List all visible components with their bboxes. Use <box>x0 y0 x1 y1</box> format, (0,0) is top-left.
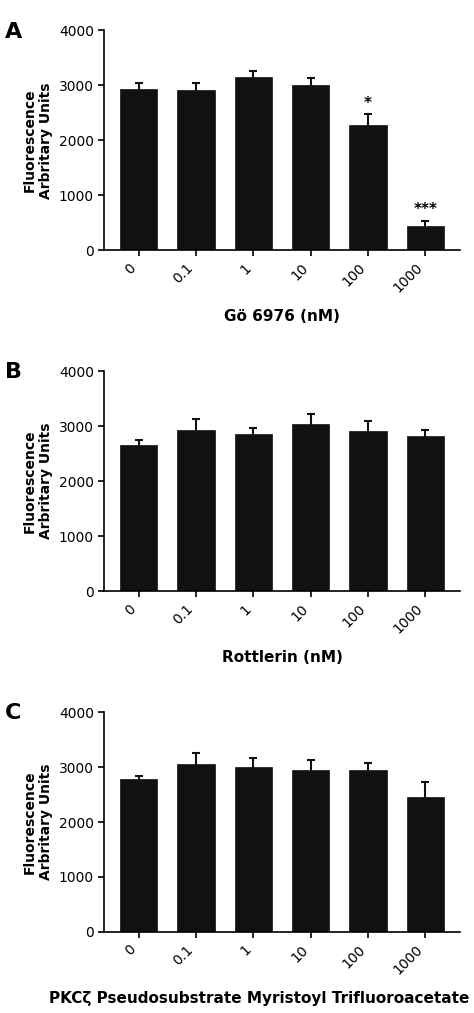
X-axis label: Gö 6976 (nM): Gö 6976 (nM) <box>224 309 340 324</box>
Text: *: * <box>364 95 372 110</box>
Text: B: B <box>5 363 22 383</box>
Bar <box>177 90 215 250</box>
Bar <box>292 770 329 932</box>
Bar <box>235 767 272 932</box>
Bar <box>407 437 444 592</box>
Bar <box>120 445 157 592</box>
X-axis label: Rottlerin (nM): Rottlerin (nM) <box>221 650 343 666</box>
Bar <box>120 779 157 932</box>
Bar <box>292 85 329 250</box>
Bar <box>235 77 272 250</box>
Bar <box>407 226 444 250</box>
Bar <box>349 432 387 592</box>
Bar <box>120 89 157 250</box>
Bar <box>235 434 272 592</box>
Text: ***: *** <box>413 203 438 218</box>
X-axis label: PKCζ Pseudosubstrate Myristoyl Trifluoroacetate (nM): PKCζ Pseudosubstrate Myristoyl Trifluoro… <box>49 991 474 1006</box>
Bar <box>177 431 215 592</box>
Y-axis label: Fluorescence
Arbritary Units: Fluorescence Arbritary Units <box>23 422 53 540</box>
Text: C: C <box>5 703 21 723</box>
Bar <box>177 764 215 932</box>
Text: A: A <box>5 21 22 42</box>
Y-axis label: Fluorescence
Arbritary Units: Fluorescence Arbritary Units <box>23 82 53 199</box>
Bar <box>349 125 387 250</box>
Y-axis label: Fluorescence
Arbritary Units: Fluorescence Arbritary Units <box>23 764 53 880</box>
Bar <box>407 797 444 932</box>
Bar <box>292 424 329 592</box>
Bar <box>349 770 387 932</box>
